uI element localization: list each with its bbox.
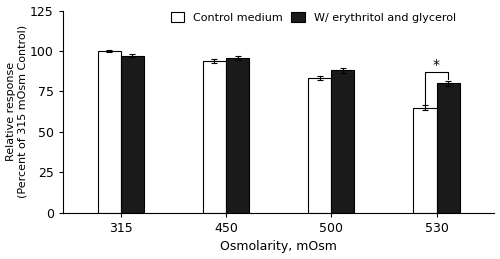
Bar <box>120 56 144 213</box>
Bar <box>414 108 436 213</box>
Legend: Control medium, W/ erythritol and glycerol: Control medium, W/ erythritol and glycer… <box>166 8 460 27</box>
X-axis label: Osmolarity, mOsm: Osmolarity, mOsm <box>220 240 337 254</box>
Bar <box>226 58 249 213</box>
Bar <box>332 70 354 213</box>
Bar <box>308 78 332 213</box>
Bar <box>436 83 460 213</box>
Text: *: * <box>433 57 440 71</box>
Bar <box>203 61 226 213</box>
Y-axis label: Relative response
(Percent of 315 mOsm Control): Relative response (Percent of 315 mOsm C… <box>6 25 27 198</box>
Bar <box>98 51 120 213</box>
